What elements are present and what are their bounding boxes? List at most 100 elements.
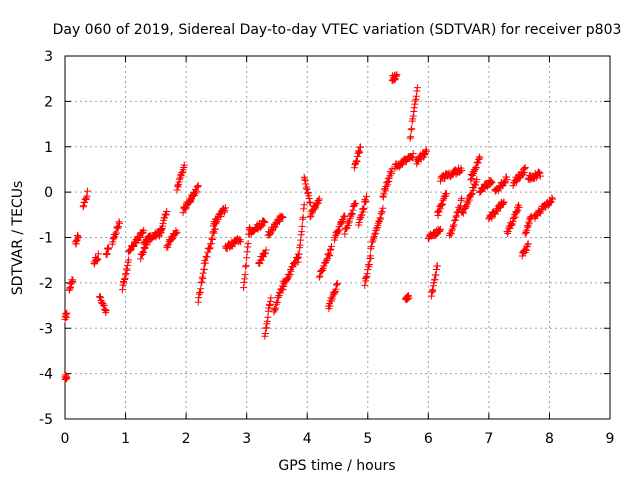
data-point-marker: [387, 170, 395, 178]
data-point-marker: [315, 195, 323, 203]
data-point-marker: [437, 202, 445, 210]
data-point-marker: [362, 277, 370, 285]
chart-title: Day 060 of 2019, Sidereal Day-to-day VTE…: [53, 22, 622, 38]
y-tick-label: 0: [44, 185, 53, 201]
data-point-marker: [380, 190, 388, 198]
data-point-marker: [340, 213, 348, 221]
data-point-marker: [155, 232, 163, 240]
data-point-marker: [521, 165, 529, 173]
x-tick-label: 6: [424, 431, 433, 447]
data-point-marker: [298, 228, 306, 236]
data-point-marker: [412, 95, 420, 103]
data-point-marker: [262, 324, 270, 332]
data-point-marker: [173, 186, 181, 194]
data-point-marker: [123, 265, 131, 273]
data-point-marker: [475, 153, 483, 161]
data-point-marker: [159, 219, 167, 227]
data-point-marker: [271, 306, 279, 314]
data-point-marker: [244, 243, 252, 251]
data-point-marker: [409, 115, 417, 123]
data-point-marker: [270, 305, 278, 313]
data-point-marker: [326, 246, 334, 254]
data-point-marker: [164, 240, 172, 248]
x-tick-label: 7: [484, 431, 493, 447]
data-point-marker: [206, 244, 214, 252]
data-point-marker: [379, 193, 387, 201]
data-point-marker: [174, 182, 182, 190]
data-point-marker: [361, 281, 369, 289]
data-point-marker: [270, 224, 278, 232]
data-point-marker: [264, 307, 272, 315]
axis-ticks: 0 1 2 3 4 5 6 7 8 9 -5 -4 -3 -2 -1 0 1 2 3: [39, 49, 614, 447]
data-point-marker: [348, 209, 356, 217]
data-point-marker: [242, 263, 250, 271]
data-point-marker: [195, 294, 203, 302]
x-tick-label: 9: [606, 431, 615, 447]
data-point-marker: [94, 250, 102, 258]
data-point-marker: [271, 223, 279, 231]
data-point-marker: [413, 84, 421, 92]
data-point-marker: [476, 188, 484, 196]
data-point-marker: [532, 210, 540, 218]
data-point-marker: [193, 187, 201, 195]
data-point-marker: [302, 185, 310, 193]
data-point-marker: [302, 180, 310, 188]
data-point-marker: [332, 232, 340, 240]
data-point-marker: [472, 164, 480, 172]
data-point-marker: [519, 170, 527, 178]
x-tick-label: 5: [363, 431, 372, 447]
data-point-marker: [300, 173, 308, 181]
data-point-marker: [411, 97, 419, 105]
data-point-marker: [269, 227, 277, 235]
data-point-marker: [448, 227, 456, 235]
y-tick-label: -3: [39, 321, 53, 337]
data-point-marker: [259, 253, 267, 261]
data-point-marker: [125, 256, 133, 264]
data-point-marker: [422, 146, 430, 154]
data-point-marker: [244, 240, 252, 248]
data-point-marker: [468, 190, 476, 198]
data-point-marker: [97, 294, 105, 302]
data-point-marker: [525, 220, 533, 228]
data-point-marker: [398, 161, 406, 169]
data-point-marker: [379, 204, 387, 212]
data-point-marker: [511, 213, 519, 221]
data-point-marker: [137, 233, 145, 241]
data-point-marker: [509, 182, 517, 190]
data-point-marker: [140, 226, 148, 234]
data-point-marker: [347, 211, 355, 219]
data-point-marker: [221, 204, 229, 212]
data-point-marker: [439, 201, 447, 209]
data-point-marker: [458, 167, 466, 175]
x-tick-label: 0: [61, 431, 70, 447]
data-point-marker: [331, 289, 339, 297]
data-point-marker: [276, 289, 284, 297]
data-point-marker: [266, 297, 274, 305]
data-point-marker: [197, 279, 205, 287]
data-point-marker: [378, 208, 386, 216]
data-point-marker: [411, 100, 419, 108]
data-point-marker: [345, 219, 353, 227]
data-point-marker: [192, 189, 200, 197]
data-point-marker: [332, 281, 340, 289]
data-point-marker: [467, 176, 475, 184]
data-point-marker: [457, 196, 465, 204]
data-point-marker: [412, 92, 420, 100]
data-point-marker: [265, 300, 273, 308]
data-point-marker: [447, 230, 455, 238]
data-point-marker: [362, 197, 370, 205]
data-point-marker: [372, 227, 380, 235]
data-point-marker: [168, 235, 176, 243]
data-point-marker: [342, 224, 350, 232]
data-point-marker: [472, 181, 480, 189]
data-point-marker: [509, 215, 517, 223]
data-point-marker: [306, 213, 314, 221]
data-point-marker: [111, 231, 119, 239]
data-point-marker: [410, 104, 418, 112]
data-point-marker: [408, 125, 416, 133]
data-point-marker: [465, 196, 473, 204]
data-point-marker: [102, 307, 110, 315]
data-point-marker: [452, 213, 460, 221]
data-point-marker: [208, 234, 216, 242]
data-point-marker: [336, 226, 344, 234]
